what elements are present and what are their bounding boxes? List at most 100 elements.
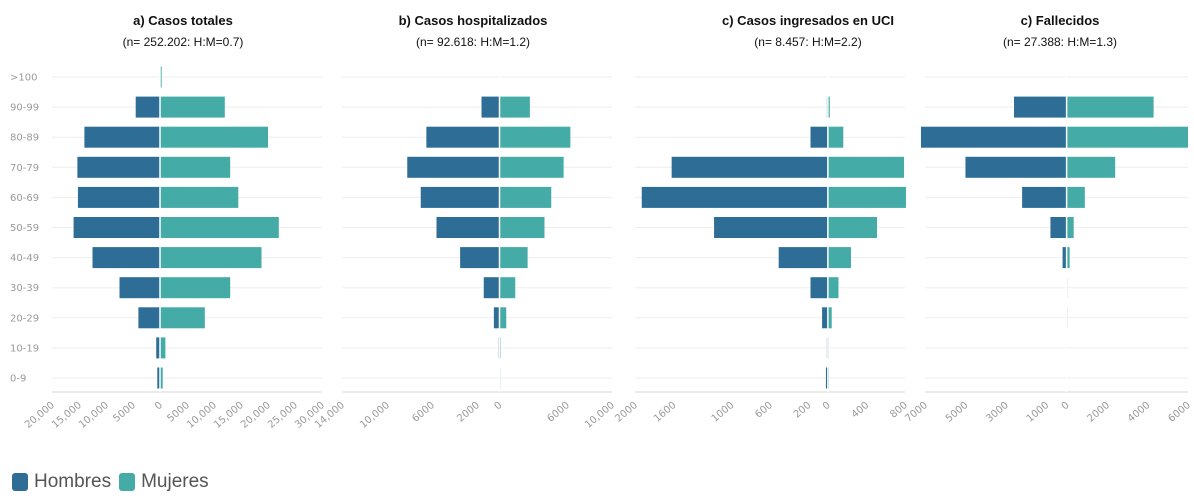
- x-tick-label: 5000: [944, 400, 971, 425]
- bar-mujeres: [160, 66, 162, 88]
- bar-hombres: [1050, 217, 1067, 238]
- bar-mujeres: [827, 96, 830, 118]
- x-tick-label: 25,000: [266, 400, 300, 431]
- bar-hombres: [84, 126, 160, 148]
- bar-hombres: [825, 367, 828, 389]
- bar-hombres: [483, 277, 500, 299]
- category-label: 40-49: [10, 253, 39, 264]
- category-label: 70-79: [10, 163, 39, 174]
- bar-mujeres: [160, 277, 231, 299]
- bar-mujeres: [499, 186, 552, 208]
- x-tick-label: 2000: [455, 400, 482, 425]
- bar-hombres: [407, 156, 500, 178]
- panel-1: a) Casos totales (n= 252.202: H:M=0.7) 20,…: [23, 13, 327, 431]
- bar-mujeres: [499, 277, 516, 299]
- x-tick-label: 4000: [1126, 400, 1153, 425]
- bar-mujeres: [499, 307, 507, 329]
- x-tick-label: 10,000: [77, 400, 111, 431]
- bar-hombres: [671, 156, 828, 178]
- bar-hombres: [73, 217, 160, 238]
- hombres-swatch: [12, 473, 28, 491]
- bar-hombres: [1022, 186, 1067, 208]
- bar-hombres: [714, 217, 828, 238]
- bar-hombres: [481, 96, 500, 118]
- x-tick-label: 400: [850, 400, 872, 421]
- x-tick-label: 1000: [1025, 400, 1052, 425]
- bar-hombres: [1062, 247, 1067, 269]
- bar-mujeres: [160, 186, 239, 208]
- panel-title: c) Fallecidos: [1021, 13, 1100, 28]
- bar-hombres: [641, 186, 828, 208]
- bar-mujeres: [160, 156, 231, 178]
- x-tick-label: 0: [492, 400, 504, 413]
- panel-3: c) Casos ingresados en UCI (n= 8.457: H:M…: [613, 13, 910, 425]
- bar-hombres: [77, 186, 160, 208]
- bar-hombres: [436, 217, 500, 238]
- legend: Hombres Mujeres: [12, 470, 217, 494]
- x-tick-label: 0: [1060, 400, 1072, 413]
- x-tick-label: 0: [153, 400, 165, 413]
- bar-hombres: [156, 337, 160, 359]
- bar-mujeres: [160, 337, 166, 359]
- x-tick-label: 20,000: [239, 400, 273, 431]
- x-tick-label: 15,000: [212, 400, 246, 431]
- bar-hombres: [1014, 96, 1067, 118]
- bar-mujeres: [827, 247, 851, 269]
- bar-mujeres: [1066, 247, 1070, 269]
- bar-mujeres: [160, 367, 163, 389]
- bar-mujeres: [160, 217, 279, 238]
- category-label: 20-29: [10, 313, 39, 324]
- bar-mujeres: [499, 217, 545, 238]
- x-tick-label: 1600: [652, 400, 679, 425]
- x-tick-label: 10,000: [358, 400, 392, 431]
- bar-mujeres: [1066, 217, 1074, 238]
- bar-mujeres: [160, 126, 268, 148]
- bar-mujeres: [827, 307, 832, 329]
- x-tick-label: 10,000: [185, 400, 219, 431]
- bar-hombres: [135, 96, 160, 118]
- panel-4: c) Fallecidos (n= 27.388: H:M=1.3) 7000 500…: [903, 13, 1193, 425]
- panel-subtitle: (n= 8.457: H:M=2.2): [754, 35, 861, 49]
- panel-subtitle: (n= 92.618: H:M=1.2): [416, 35, 530, 49]
- bar-hombres: [119, 277, 160, 299]
- panel-2: b) Casos hospitalizados (n= 92.618: H:M=1…: [313, 13, 617, 431]
- panel-subtitle: (n= 252.202: H:M=0.7): [123, 35, 244, 49]
- panel-title: b) Casos hospitalizados: [399, 13, 548, 28]
- x-tick-label: 600: [753, 400, 775, 421]
- category-label: 30-39: [10, 283, 39, 294]
- bar-hombres: [822, 307, 828, 329]
- bar-mujeres: [499, 126, 571, 148]
- bar-mujeres: [499, 247, 528, 269]
- category-label: 10-19: [10, 343, 39, 354]
- bar-hombres: [157, 367, 160, 389]
- panel-title: c) Casos ingresados en UCI: [722, 13, 894, 28]
- x-tick-label: 0: [821, 400, 833, 413]
- legend-item-hombres: Hombres: [12, 471, 111, 493]
- legend-item-mujeres: Mujeres: [119, 471, 209, 493]
- bar-mujeres: [827, 217, 878, 238]
- bar-mujeres: [1066, 96, 1154, 118]
- bar-mujeres: [827, 277, 839, 299]
- bar-hombres: [138, 307, 160, 329]
- bar-hombres: [426, 126, 500, 148]
- x-tick-label: 1000: [710, 400, 737, 425]
- panel-subtitle: (n= 27.388: H:M=1.3): [1003, 35, 1117, 49]
- bar-mujeres: [1066, 186, 1085, 208]
- category-label: 80-89: [10, 133, 39, 144]
- bar-mujeres: [827, 156, 905, 178]
- bar-hombres: [965, 156, 1067, 178]
- bar-hombres: [493, 307, 500, 329]
- bar-hombres: [920, 126, 1067, 148]
- category-label: 90-99: [10, 103, 39, 114]
- bar-hombres: [778, 247, 828, 269]
- bar-mujeres: [160, 96, 225, 118]
- bar-mujeres: [499, 96, 530, 118]
- bar-mujeres: [160, 247, 262, 269]
- bar-mujeres: [827, 186, 906, 208]
- panel-title: a) Casos totales: [133, 13, 233, 28]
- bar-mujeres: [160, 307, 205, 329]
- x-tick-label: 2000: [1085, 400, 1112, 425]
- bar-hombres: [92, 247, 160, 269]
- legend-label-mujeres: Mujeres: [141, 471, 209, 492]
